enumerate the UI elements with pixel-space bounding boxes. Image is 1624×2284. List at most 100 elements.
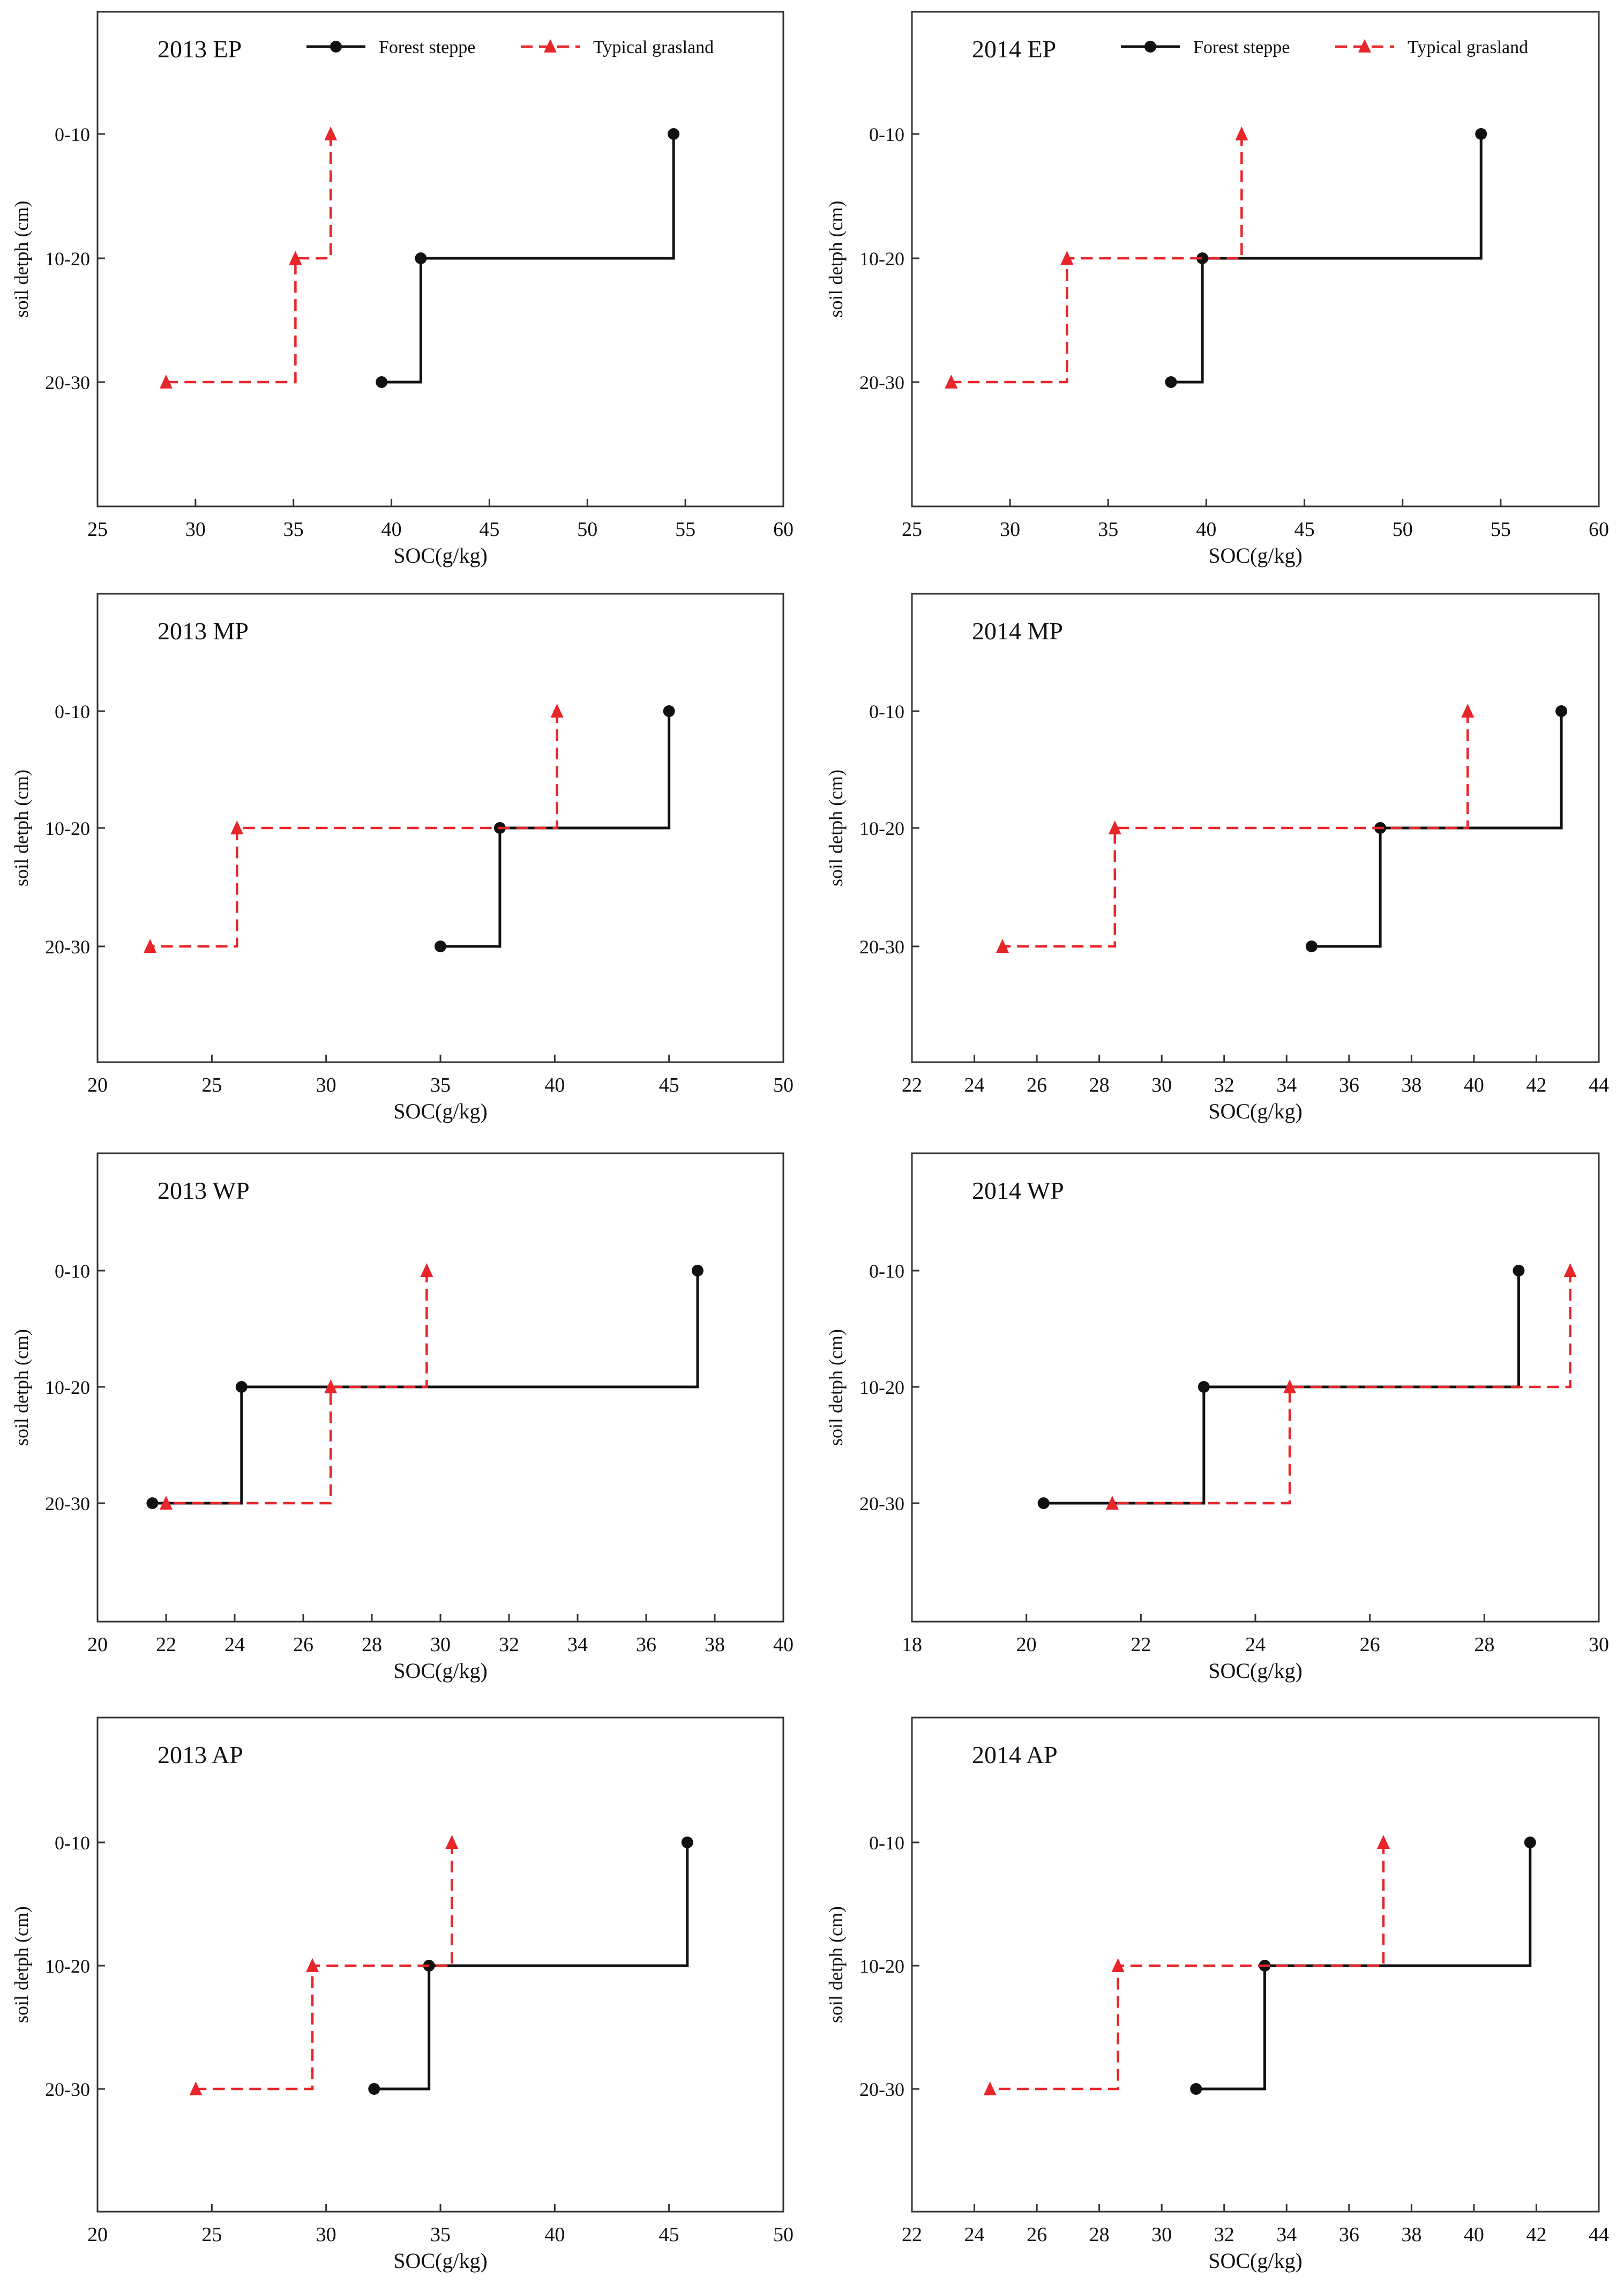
- x-tick-label: 40: [1464, 1074, 1484, 1096]
- typical-grassland-point: [1235, 126, 1248, 140]
- x-tick-label: 28: [362, 1633, 382, 1656]
- y-tick-label: 0-10: [55, 701, 90, 722]
- x-tick-label: 30: [1151, 2223, 1172, 2246]
- x-tick-label: 25: [87, 518, 108, 541]
- forest-steppe-point: [435, 941, 446, 952]
- legend-typical-marker: [544, 39, 557, 53]
- x-tick-label: 40: [1464, 2223, 1484, 2246]
- typical-grassland-point: [996, 939, 1009, 953]
- plot-frame: [96, 593, 784, 1063]
- x-tick-label: 60: [773, 518, 794, 541]
- y-tick-label: 0-10: [869, 124, 904, 145]
- x-tick-label: 50: [577, 518, 597, 541]
- x-tick-label: 30: [316, 2223, 336, 2246]
- y-tick-label: 10-20: [45, 1377, 90, 1398]
- y-axis-label: soil detph (cm): [11, 201, 32, 318]
- x-tick-label: 20: [87, 1633, 108, 1656]
- x-tick-label: 20: [87, 2223, 108, 2246]
- forest-steppe-point: [1524, 1837, 1536, 1848]
- x-tick-label: 45: [659, 2223, 679, 2246]
- y-axis-label: soil detph (cm): [825, 1906, 847, 2023]
- x-tick-label: 25: [201, 1074, 222, 1096]
- x-tick-label: 38: [705, 1633, 725, 1656]
- typical-grassland-point: [160, 375, 173, 389]
- chart-title: 2014 WP: [972, 1177, 1064, 1204]
- y-tick-label: 0-10: [55, 1260, 90, 1282]
- y-tick-label: 0-10: [55, 1832, 90, 1854]
- x-tick-label: 24: [1245, 1633, 1266, 1656]
- plot-frame: [911, 1716, 1600, 2213]
- y-axis-label: soil detph (cm): [825, 1329, 847, 1446]
- forest-steppe-point: [1305, 941, 1318, 952]
- typical-grassland-point: [189, 2081, 203, 2095]
- x-tick-label: 22: [902, 2223, 922, 2246]
- chart-title: 2013 WP: [158, 1177, 250, 1204]
- x-axis-label: SOC(g/kg): [393, 1099, 488, 1123]
- typical-grassland-point: [1283, 1379, 1297, 1393]
- typical-grassland-point: [1376, 1835, 1390, 1849]
- x-axis-label: SOC(g/kg): [393, 2249, 488, 2273]
- y-tick-label: 20-30: [45, 372, 90, 393]
- typical-grassland-point: [230, 820, 244, 834]
- typical-grassland-point: [1108, 820, 1121, 834]
- forest-steppe-point: [368, 2083, 380, 2095]
- x-tick-label: 60: [1589, 518, 1609, 541]
- y-tick-label: 20-30: [859, 936, 904, 958]
- chart-2014-ap: 2014 AP 22 24 26 28 30 32 34 36 38 40 42 44 SOC(g/kg)…: [825, 1716, 1609, 2273]
- x-tick-label: 40: [544, 2223, 565, 2246]
- typical-grassland-point: [289, 251, 302, 265]
- typical-grassland-point: [1563, 1263, 1577, 1277]
- y-axis-label: soil detph (cm): [11, 1906, 32, 2023]
- forest-steppe-point: [235, 1381, 248, 1393]
- y-tick-label: 10-20: [45, 818, 90, 839]
- x-axis-label: SOC(g/kg): [1208, 543, 1303, 568]
- x-tick-label: 38: [1401, 1074, 1421, 1096]
- typical-grassland-point: [983, 2081, 997, 2095]
- y-tick-label: 20-30: [45, 2079, 90, 2100]
- y-tick-label: 10-20: [45, 1955, 90, 1977]
- x-tick-label: 34: [567, 1633, 588, 1656]
- x-tick-label: 28: [1474, 1633, 1494, 1656]
- chart-title: 2013 AP: [158, 1741, 243, 1768]
- y-axis-label: soil detph (cm): [825, 770, 847, 886]
- x-tick-label: 36: [1339, 2223, 1359, 2246]
- x-tick-label: 26: [1027, 2223, 1047, 2246]
- x-tick-label: 24: [964, 1074, 985, 1096]
- x-tick-label: 50: [1393, 518, 1413, 541]
- x-tick-label: 26: [1360, 1633, 1380, 1656]
- y-axis-label: soil detph (cm): [825, 201, 847, 318]
- x-tick-label: 32: [499, 1633, 519, 1656]
- x-tick-label: 36: [1339, 1074, 1359, 1096]
- x-tick-label: 25: [902, 518, 922, 541]
- legend-forest-label: Forest steppe: [379, 38, 475, 57]
- chart-2014-mp: 2014 MP 22 24 26 28 30 32 34 36 38 40 42 44 SOC(g/kg)…: [825, 593, 1609, 1123]
- typical-grassland-line: [1112, 1271, 1571, 1505]
- typical-grassland-line: [1002, 711, 1469, 948]
- x-tick-label: 32: [1214, 2223, 1234, 2246]
- legend-typical-label: Typical grasland: [1408, 38, 1528, 57]
- legend-typical-label: Typical grasland: [593, 38, 714, 57]
- legend-forest-label: Forest steppe: [1193, 38, 1290, 57]
- typical-grassland-point: [160, 1496, 173, 1510]
- forest-steppe-point: [1037, 1497, 1050, 1509]
- forest-steppe-point: [1196, 252, 1209, 264]
- y-axis-label: soil detph (cm): [11, 770, 32, 886]
- chart-2013-ep: 2013 EP 25 30 35 40 45 50 55 60 SOC(g/kg) 0-10 10-2…: [11, 11, 794, 568]
- chart-title: 2014 AP: [972, 1741, 1058, 1768]
- x-tick-label: 55: [1491, 518, 1511, 541]
- y-tick-label: 20-30: [859, 2079, 904, 2100]
- x-tick-label: 45: [479, 518, 499, 541]
- x-tick-label: 22: [1131, 1633, 1151, 1656]
- legend-forest-marker: [1144, 41, 1156, 53]
- x-tick-label: 40: [773, 1633, 794, 1656]
- x-tick-label: 35: [283, 518, 304, 541]
- typical-grassland-point: [324, 126, 338, 140]
- x-tick-label: 42: [1526, 1074, 1546, 1096]
- x-tick-label: 20: [87, 1074, 108, 1096]
- x-tick-label: 22: [156, 1633, 176, 1656]
- y-tick-label: 20-30: [45, 1493, 90, 1514]
- x-tick-label: 26: [1027, 1074, 1047, 1096]
- forest-steppe-point: [668, 128, 680, 140]
- x-tick-label: 18: [902, 1633, 922, 1656]
